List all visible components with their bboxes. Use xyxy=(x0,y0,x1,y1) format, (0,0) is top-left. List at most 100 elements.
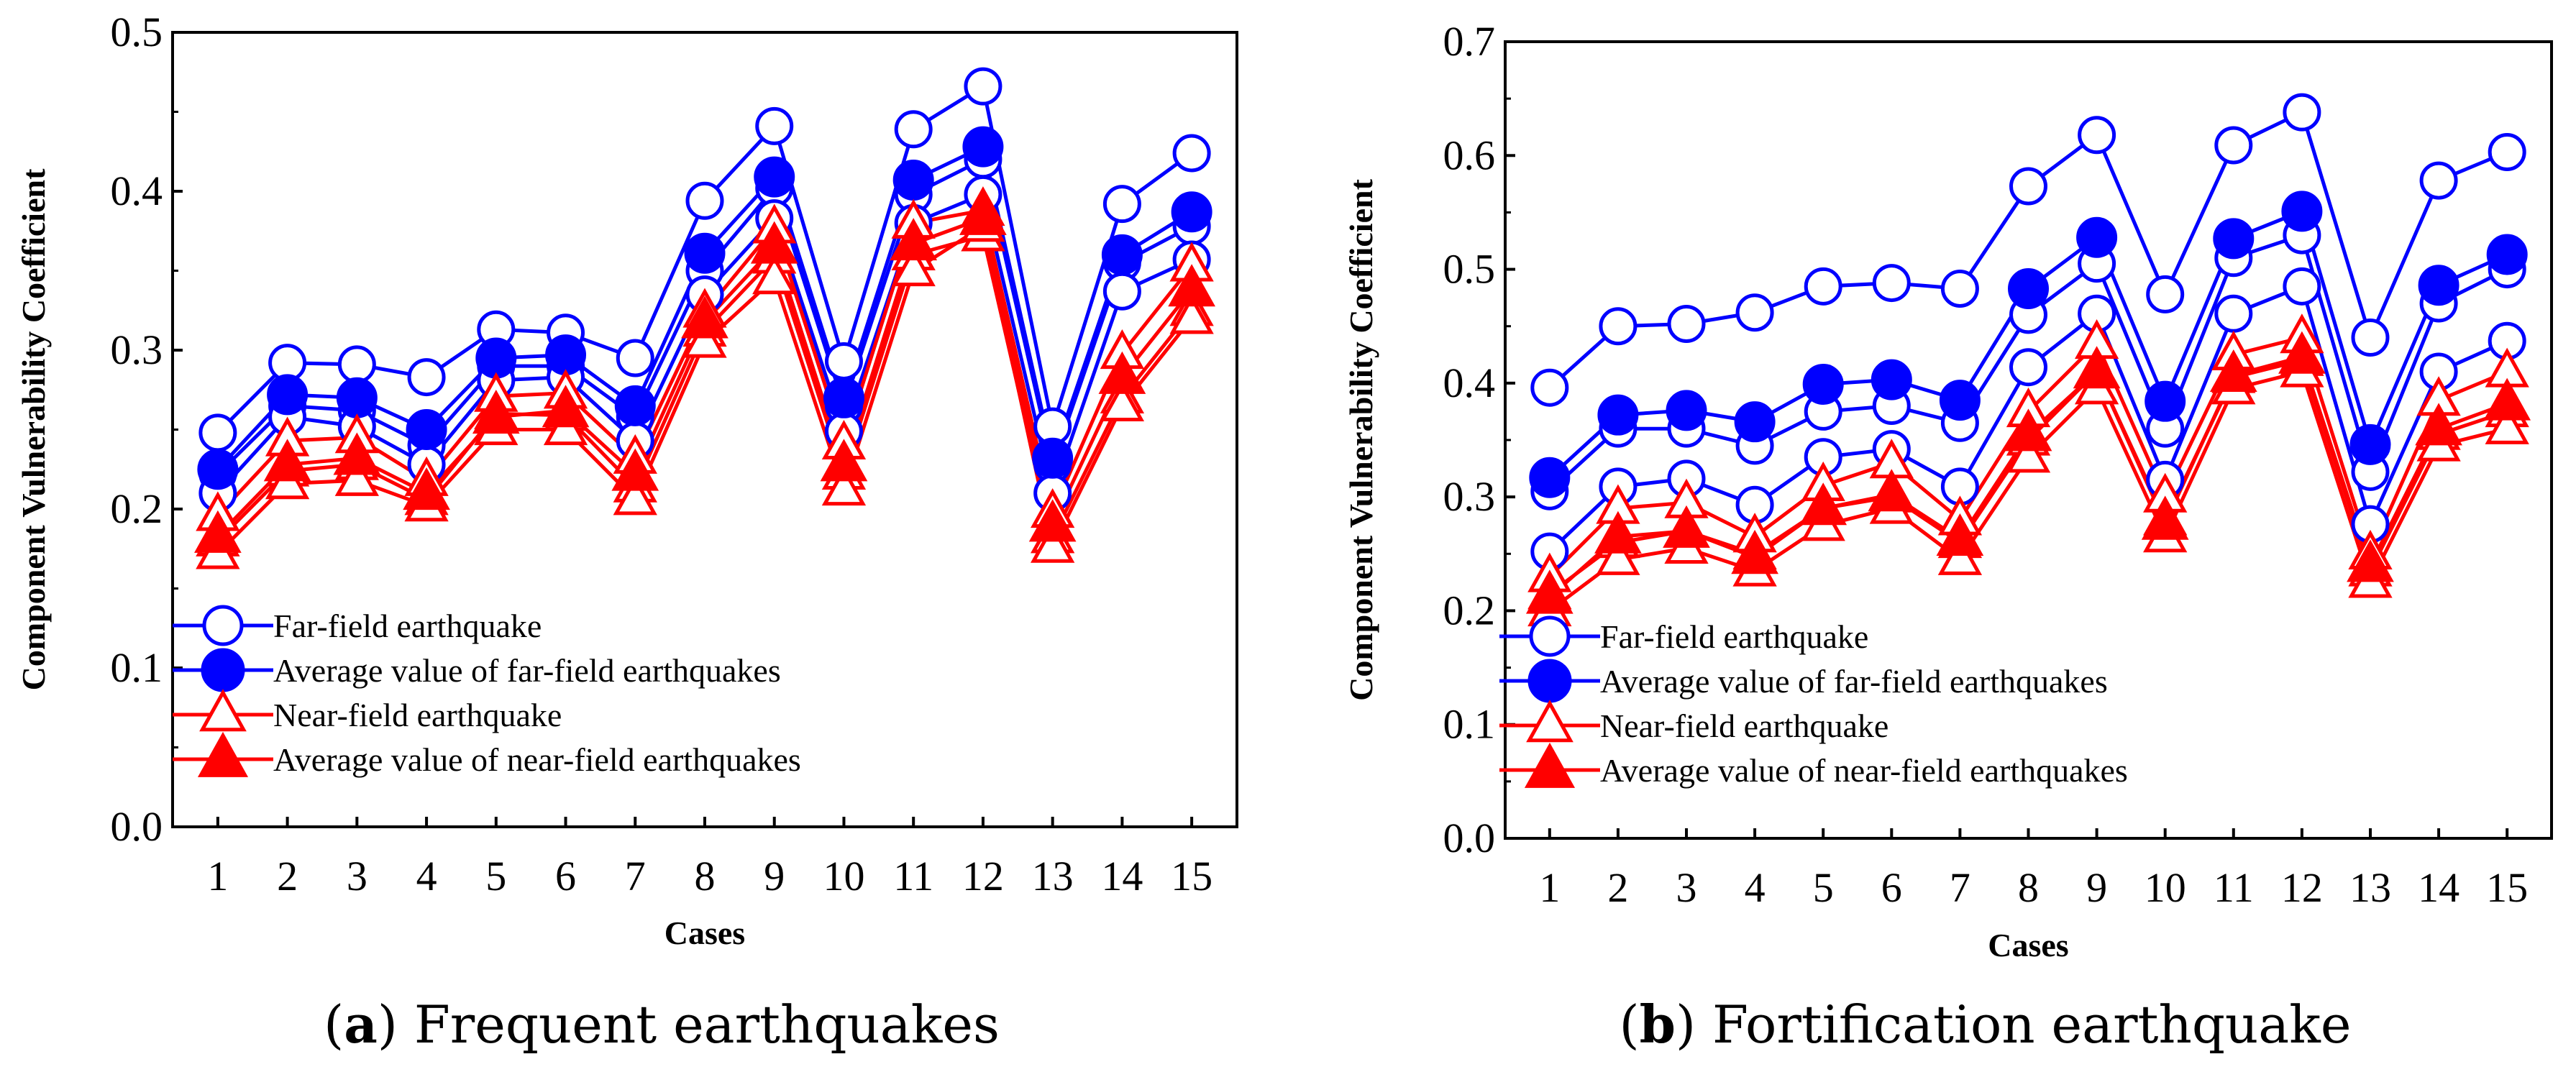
data-point-s7-2 xyxy=(1663,505,1710,548)
caption-paren-close: ) xyxy=(378,994,414,1055)
legend-item-1: Average value of far-field earthquakes xyxy=(173,648,781,692)
x-axis-title: Cases xyxy=(1988,927,2068,963)
data-point-s0-3 xyxy=(1735,293,1774,332)
legend-marker-3 xyxy=(1524,742,1576,788)
data-point-s0-2 xyxy=(337,345,376,384)
legend-item-2: Near-field earthquake xyxy=(1499,700,1888,744)
data-point-s0-1 xyxy=(1599,307,1638,346)
caption-paren-close: ) xyxy=(1676,994,1712,1055)
data-point-s7-5 xyxy=(1868,469,1916,512)
data-point-s3-8 xyxy=(2076,216,2118,258)
data-point-s7-10 xyxy=(890,218,938,261)
series-markers-7 xyxy=(1525,331,2531,614)
y-tick-label: 0.1 xyxy=(111,644,163,691)
data-point-s3-2 xyxy=(1666,390,1707,431)
data-point-s3-1 xyxy=(267,374,309,416)
data-point-s3-13 xyxy=(2418,265,2459,306)
y-tick-label: 0.0 xyxy=(1443,815,1496,861)
data-point-s6-2 xyxy=(334,456,379,496)
x-tick-label: 5 xyxy=(485,853,506,899)
series-markers-3 xyxy=(197,126,1212,490)
data-point-s7-9 xyxy=(2141,497,2189,540)
data-point-s7-1 xyxy=(1594,510,1642,554)
data-point-s3-10 xyxy=(892,160,934,201)
data-point-s3-12 xyxy=(2349,423,2391,465)
data-point-s3-8 xyxy=(754,156,795,198)
data-point-s6-7 xyxy=(682,318,727,358)
data-point-s6-6 xyxy=(1937,535,1983,575)
data-point-s7-1 xyxy=(263,439,311,482)
data-point-s3-3 xyxy=(406,409,447,450)
x-tick-label: 4 xyxy=(416,853,437,899)
data-point-s7-5 xyxy=(542,385,590,428)
data-point-s0-6 xyxy=(1940,269,1979,308)
caption-text: Frequent earthquakes xyxy=(414,994,1000,1055)
data-point-s3-10 xyxy=(2213,218,2255,260)
legend-label: Average value of near-field earthquakes xyxy=(1600,752,2128,789)
data-point-s0-0 xyxy=(198,413,237,452)
y-tick-label: 0.4 xyxy=(111,168,163,214)
data-point-s0-8 xyxy=(755,106,794,145)
data-point-s7-12 xyxy=(1028,499,1077,542)
x-tick-label: 10 xyxy=(823,853,864,899)
data-point-s6-1 xyxy=(1596,535,1640,575)
x-tick-label: 12 xyxy=(2281,864,2323,911)
data-point-s6-12 xyxy=(1031,523,1075,563)
legend-item-0: Far-field earthquake xyxy=(1499,615,1868,657)
legend-label: Average value of far-field earthquakes xyxy=(1600,663,2108,700)
data-point-s7-14 xyxy=(2483,377,2531,421)
x-tick-label: 7 xyxy=(1950,864,1970,911)
data-point-s0-10 xyxy=(894,110,933,149)
x-tick-label: 5 xyxy=(1813,864,1834,911)
x-tick-label: 1 xyxy=(207,853,228,899)
data-point-s3-4 xyxy=(1802,363,1844,405)
data-point-s3-9 xyxy=(2145,380,2186,422)
data-point-s0-4 xyxy=(1804,267,1842,306)
x-tick-label: 3 xyxy=(347,853,367,899)
data-point-s6-6 xyxy=(613,475,657,516)
legend-marker-2 xyxy=(199,689,247,732)
data-point-s3-5 xyxy=(1871,359,1912,400)
series-markers-7 xyxy=(194,192,1215,553)
data-point-s0-10 xyxy=(2214,126,2253,165)
x-tick-label: 2 xyxy=(1607,864,1628,911)
legend-label: Near-field earthquake xyxy=(1600,707,1888,744)
data-point-s0-7 xyxy=(2009,167,2047,206)
data-point-s7-7 xyxy=(681,296,729,339)
data-point-s7-8 xyxy=(750,221,798,264)
series-markers-0 xyxy=(198,67,1211,452)
data-point-s6-8 xyxy=(752,255,797,295)
chart-panel-b: 0.00.10.20.30.40.50.60.71 2 3 4 5 6 7 8 9 10 11 12 1… xyxy=(1343,18,2553,1055)
x-tick-label: 14 xyxy=(1101,853,1143,899)
x-tick-label: 15 xyxy=(2486,864,2528,911)
legend-marker-1 xyxy=(1527,659,1572,703)
data-point-s3-0 xyxy=(197,449,239,490)
y-tick-label: 0.2 xyxy=(1443,587,1496,633)
data-point-s6-13 xyxy=(1100,381,1145,422)
data-point-s6-10 xyxy=(891,247,936,287)
series-markers-3 xyxy=(1529,191,2528,498)
data-point-s3-13 xyxy=(1101,234,1143,275)
legend-item-0: Far-field earthquake xyxy=(173,605,542,646)
data-point-s0-5 xyxy=(1872,264,1911,303)
x-tick-label: 8 xyxy=(695,853,716,899)
data-point-s3-7 xyxy=(684,232,726,274)
data-point-s3-5 xyxy=(545,334,587,376)
data-point-s7-13 xyxy=(2415,403,2462,446)
caption-letter: a xyxy=(344,994,378,1055)
data-point-s0-14 xyxy=(1172,134,1211,173)
x-tick-label: 11 xyxy=(893,853,933,899)
x-tick-label: 13 xyxy=(2349,864,2391,911)
x-tick-label: 3 xyxy=(1676,864,1697,911)
data-point-s7-4 xyxy=(1799,482,1847,526)
y-tick-label: 0.5 xyxy=(1443,246,1496,293)
data-point-s3-6 xyxy=(1939,380,1981,421)
x-tick-label: 15 xyxy=(1171,853,1212,899)
data-point-s2-13 xyxy=(1102,272,1141,311)
data-point-s7-13 xyxy=(1098,351,1146,394)
legend-label: Average value of far-field earthquakes xyxy=(273,652,781,689)
data-point-s7-14 xyxy=(1168,264,1215,307)
legend-label: Far-field earthquake xyxy=(273,608,542,644)
x-tick-label: 7 xyxy=(625,853,646,899)
